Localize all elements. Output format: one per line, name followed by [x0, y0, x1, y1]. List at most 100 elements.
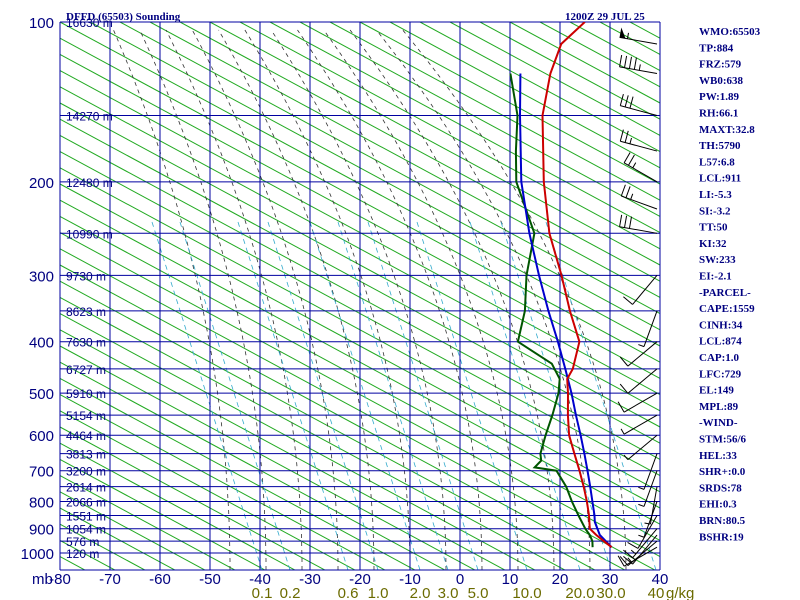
moist-adiabats [113, 29, 627, 570]
index-value: BRN:80.5 [699, 515, 746, 527]
pressure-tick-label: 500 [29, 386, 54, 403]
index-value: EI:-2.1 [699, 271, 732, 283]
dry-adiabat [329, 22, 660, 201]
dry-adiabat [60, 426, 326, 570]
mixing-ratio-line [500, 221, 612, 570]
index-value: LFC:729 [699, 368, 742, 380]
moist-adiabat [323, 29, 519, 570]
index-value: SI:-3.2 [699, 205, 731, 217]
sounding-traces [509, 22, 613, 548]
sounding-time: 1200Z 29 JUL 25 [565, 11, 645, 23]
dry-adiabat [60, 458, 266, 570]
index-value: L57:6.8 [699, 156, 735, 168]
mixing-ratio-label: 10.0 [512, 585, 541, 600]
dry-adiabat [60, 345, 476, 570]
isotherms [60, 22, 660, 570]
temperature-trace [541, 22, 613, 548]
wind-barb [619, 129, 658, 152]
mixing-ratio-label: 0.2 [280, 585, 301, 600]
index-value: EL:149 [699, 385, 734, 397]
index-value: SRDS:78 [699, 482, 742, 494]
mixing-ratio-label: 0.6 [338, 585, 359, 600]
height-label: 2066 m [66, 496, 106, 510]
wind-barb [619, 368, 658, 394]
mixing-ratio-label: 2.0 [410, 585, 431, 600]
dry-adiabat [419, 22, 660, 153]
dry-adiabat [449, 22, 660, 136]
isobars [59, 21, 661, 571]
index-value: HEL:33 [699, 450, 737, 462]
index-value: -WIND- [699, 417, 738, 429]
station-title: DFFD (65503) Sounding [66, 11, 181, 23]
mixing-ratio-label: 1.0 [368, 585, 389, 600]
wind-barb [617, 392, 658, 413]
temperature-tick-label: -70 [99, 571, 121, 588]
height-label: 14270 m [66, 110, 113, 124]
wind-barb [619, 27, 658, 45]
dry-adiabat [60, 475, 236, 570]
temperature-tick-label: 30 [602, 571, 619, 588]
dry-adiabat [60, 361, 446, 570]
pressure-tick-label: 300 [29, 268, 54, 285]
dry-adiabat [60, 70, 660, 396]
index-value: WMO:65503 [699, 26, 761, 38]
temperature-tick-label: 0 [456, 571, 464, 588]
moist-adiabat [191, 29, 339, 570]
moist-adiabat [270, 29, 447, 570]
index-value: RH:66.1 [699, 108, 738, 120]
mixing-ratio-label: 40 [648, 585, 665, 600]
mixing-ratio-line [469, 221, 581, 570]
wind-barb [627, 515, 658, 549]
height-label: 6727 m [66, 363, 106, 377]
mixing-ratio-label: 5.0 [468, 585, 489, 600]
dry-adiabat [60, 410, 356, 570]
moist-adiabat [297, 29, 483, 570]
wind-barb [619, 214, 658, 234]
temperature-tick-label: 20 [552, 571, 569, 588]
dry-adiabat [60, 118, 660, 444]
moist-adiabat [376, 29, 591, 570]
pressure-tick-label: 800 [29, 495, 54, 512]
temperature-tick-label: -60 [149, 571, 171, 588]
height-label: 5910 m [66, 387, 106, 401]
dry-adiabat [60, 167, 660, 493]
dry-adiabat [60, 377, 416, 570]
height-label: 4464 m [66, 429, 106, 443]
dry-adiabat [269, 22, 660, 234]
mixing-ratio-lines [151, 221, 657, 570]
index-value: EHI:0.3 [699, 499, 737, 511]
index-value: SW:233 [699, 254, 736, 266]
wind-barb [623, 275, 658, 305]
mixing-ratio-label: 30.0 [596, 585, 625, 600]
mixing-ratio-line [151, 221, 263, 570]
moist-adiabat [218, 29, 375, 570]
height-label: 10990 m [66, 227, 113, 241]
dry-adiabat [60, 199, 660, 525]
wind-barb [620, 184, 658, 210]
wind-barb [623, 434, 658, 461]
wind-barb [619, 54, 658, 74]
dry-adiabat [179, 22, 660, 282]
wind-barb [623, 528, 658, 559]
moist-adiabat [402, 29, 627, 570]
dry-adiabat [60, 215, 660, 541]
pressure-tick-label: 600 [29, 428, 54, 445]
mixing-ratio-line [267, 221, 379, 570]
pressure-tick-label: 900 [29, 522, 54, 539]
height-label: 2614 m [66, 481, 106, 495]
parcel-trace [518, 73, 613, 548]
moist-adiabat [139, 29, 267, 570]
temperature-tick-label: 10 [502, 571, 519, 588]
index-value: CAPE:1559 [699, 303, 755, 315]
index-value: LCL:874 [699, 336, 742, 348]
moist-adiabat [244, 29, 411, 570]
height-label: 8623 m [66, 305, 106, 319]
mixing-ratio-label: 20.0 [565, 585, 594, 600]
moist-adiabat [165, 29, 303, 570]
moist-adiabat [113, 29, 231, 570]
wind-barb [638, 453, 658, 490]
wind-barb [619, 341, 658, 367]
index-value: CAP:1.0 [699, 352, 740, 364]
temperature-tick-label: -80 [49, 571, 71, 588]
dry-adiabat [60, 296, 566, 570]
